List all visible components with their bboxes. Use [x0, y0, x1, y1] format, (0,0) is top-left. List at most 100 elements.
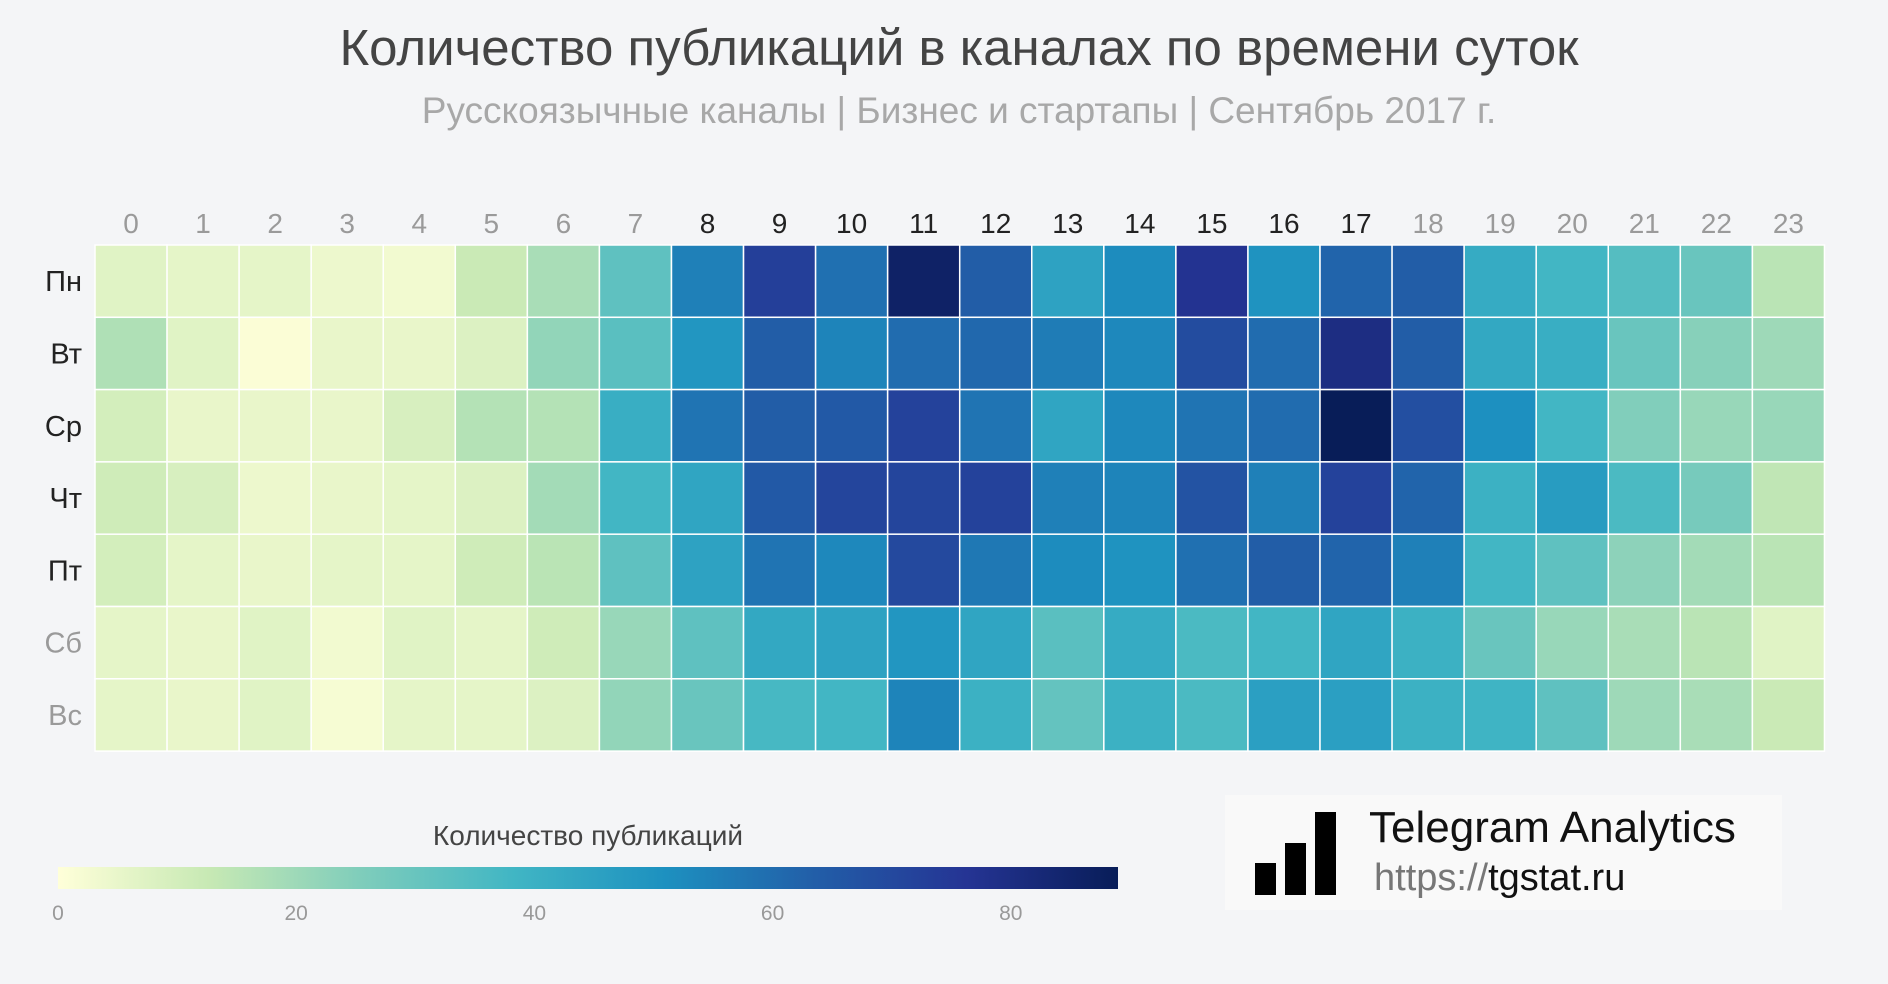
heatmap-cell-Пн-3 [310, 244, 384, 319]
heatmap-cell-Чт-22 [1679, 461, 1754, 535]
heatmap-cell-Вт-7 [598, 316, 673, 391]
heatmap-cell-Сб-8 [670, 605, 745, 680]
hour-label: 4 [411, 208, 427, 239]
hour-label: 23 [1773, 208, 1804, 239]
heatmap-cell-Вт-21 [1607, 316, 1682, 391]
colorbar-tick: 60 [760, 902, 785, 925]
heatmap-cell-Сб-23 [1751, 605, 1826, 680]
weekday-label: Ср [45, 411, 82, 443]
heatmap-cell-Чт-4 [382, 461, 457, 535]
heatmap-cell-Пн-0 [94, 244, 168, 319]
heatmap-cell-Вт-12 [958, 316, 1033, 391]
heatmap-cell-Вт-15 [1175, 316, 1249, 391]
heatmap-cell-Вс-2 [238, 678, 312, 752]
colorbar-tick: 20 [284, 902, 308, 925]
heatmap-cell-Пт-7 [598, 533, 673, 608]
heatmap-cell-Пт-4 [382, 533, 457, 608]
heatmap-cell-Ср-17 [1319, 388, 1393, 463]
heatmap-cell-Пт-18 [1391, 533, 1465, 608]
heatmap-cell-Чт-7 [598, 461, 673, 535]
hour-label: 10 [836, 208, 867, 239]
heatmap-cell-Ср-20 [1535, 388, 1610, 463]
heatmap-cell-Сб-2 [238, 605, 312, 680]
heatmap-cell-Вт-14 [1103, 316, 1177, 391]
heatmap-cell-Пн-4 [382, 244, 457, 319]
heatmap-cell-Ср-0 [94, 388, 168, 463]
heatmap-cell-Пт-19 [1463, 533, 1537, 608]
heatmap-cell-Сб-3 [310, 605, 384, 680]
heatmap-cell-Ср-8 [670, 388, 745, 463]
heatmap-cell-Сб-0 [94, 605, 168, 680]
heatmap-cell-Вт-11 [886, 316, 961, 391]
heatmap-cell-Пт-5 [454, 533, 529, 608]
heatmap-cell-Чт-3 [310, 461, 384, 535]
heatmap-cell-Сб-18 [1391, 605, 1465, 680]
heatmap-cell-Пт-17 [1319, 533, 1393, 608]
heatmap-cell-Чт-2 [238, 461, 312, 535]
heatmap-cell-Вс-9 [742, 678, 817, 752]
heatmap-cell-Пт-20 [1535, 533, 1610, 608]
heatmap-cell-Ср-6 [526, 388, 601, 463]
heatmap-cell-Вс-12 [958, 678, 1033, 752]
heatmap-cell-Вт-23 [1751, 316, 1826, 391]
heatmap-cell-Пн-23 [1751, 244, 1826, 319]
heatmap-cell-Сб-14 [1103, 605, 1177, 680]
heatmap-cell-Вт-17 [1319, 316, 1393, 391]
heatmap-cell-Сб-12 [958, 605, 1033, 680]
heatmap-cell-Ср-11 [886, 388, 961, 463]
heatmap-cell-Чт-8 [670, 461, 745, 535]
heatmap-cell-Ср-7 [598, 388, 673, 463]
heatmap-cell-Чт-9 [742, 461, 817, 535]
heatmap-cell-Пт-15 [1175, 533, 1249, 608]
heatmap-cell-Чт-16 [1247, 461, 1321, 535]
hour-label: 5 [484, 208, 500, 239]
heatmap-cell-Вс-19 [1463, 678, 1537, 752]
heatmap-cell-Вт-19 [1463, 316, 1537, 391]
heatmap-cell-Ср-19 [1463, 388, 1537, 463]
heatmap-cell-Пт-13 [1031, 533, 1105, 608]
heatmap-cell-Вс-3 [310, 678, 384, 752]
heatmap-cell-Чт-14 [1103, 461, 1177, 535]
heatmap-cell-Вс-18 [1391, 678, 1465, 752]
brand-url[interactable]: https://tgstat.ru [1374, 857, 1625, 900]
heatmap-cell-Ср-18 [1391, 388, 1465, 463]
heatmap-cell-Чт-21 [1607, 461, 1682, 535]
hour-label: 11 [909, 208, 938, 239]
weekday-axis-labels: Пн Вт Ср Чт Пт Сб Вс [44, 266, 82, 732]
heatmap-cell-Пт-6 [526, 533, 601, 608]
heatmap-cell-Сб-10 [814, 605, 889, 680]
heatmap-cell-Пн-5 [454, 244, 529, 319]
heatmap-cell-Пн-11 [886, 244, 961, 319]
heatmap-cell-Ср-12 [958, 388, 1033, 463]
heatmap-cell-Чт-17 [1319, 461, 1393, 535]
heatmap-cell-Вт-10 [814, 316, 889, 391]
hour-label: 13 [1052, 208, 1083, 239]
colorbar-tick: 80 [999, 902, 1023, 925]
hour-label: 1 [195, 208, 211, 239]
heatmap-cell-Пн-19 [1463, 244, 1537, 319]
heatmap-cell-Вс-4 [382, 678, 457, 752]
brand-url-protocol: https:// [1374, 857, 1489, 899]
heatmap-cell-Чт-0 [94, 461, 168, 535]
heatmap-cell-Пт-14 [1103, 533, 1177, 608]
heatmap-cell-Вс-13 [1031, 678, 1105, 752]
chart-subtitle: Русскоязычные каналы | Бизнес и стартапы… [421, 90, 1497, 131]
hour-label: 16 [1268, 208, 1299, 239]
heatmap-cells [94, 244, 1826, 752]
heatmap-cell-Сб-22 [1679, 605, 1754, 680]
heatmap-cell-Сб-19 [1463, 605, 1537, 680]
heatmap-cell-Сб-1 [166, 605, 240, 680]
heatmap-cell-Вт-2 [238, 316, 312, 391]
heatmap-cell-Ср-3 [310, 388, 384, 463]
heatmap-cell-Чт-11 [886, 461, 961, 535]
heatmap-cell-Сб-15 [1175, 605, 1249, 680]
heatmap-cell-Сб-13 [1031, 605, 1105, 680]
heatmap-cell-Пн-13 [1031, 244, 1105, 319]
heatmap-cell-Пн-10 [814, 244, 889, 319]
hour-label: 6 [556, 208, 572, 239]
heatmap-cell-Сб-11 [886, 605, 961, 680]
hour-label: 21 [1629, 208, 1660, 239]
heatmap-cell-Чт-6 [526, 461, 601, 535]
heatmap-cell-Вт-8 [670, 316, 745, 391]
